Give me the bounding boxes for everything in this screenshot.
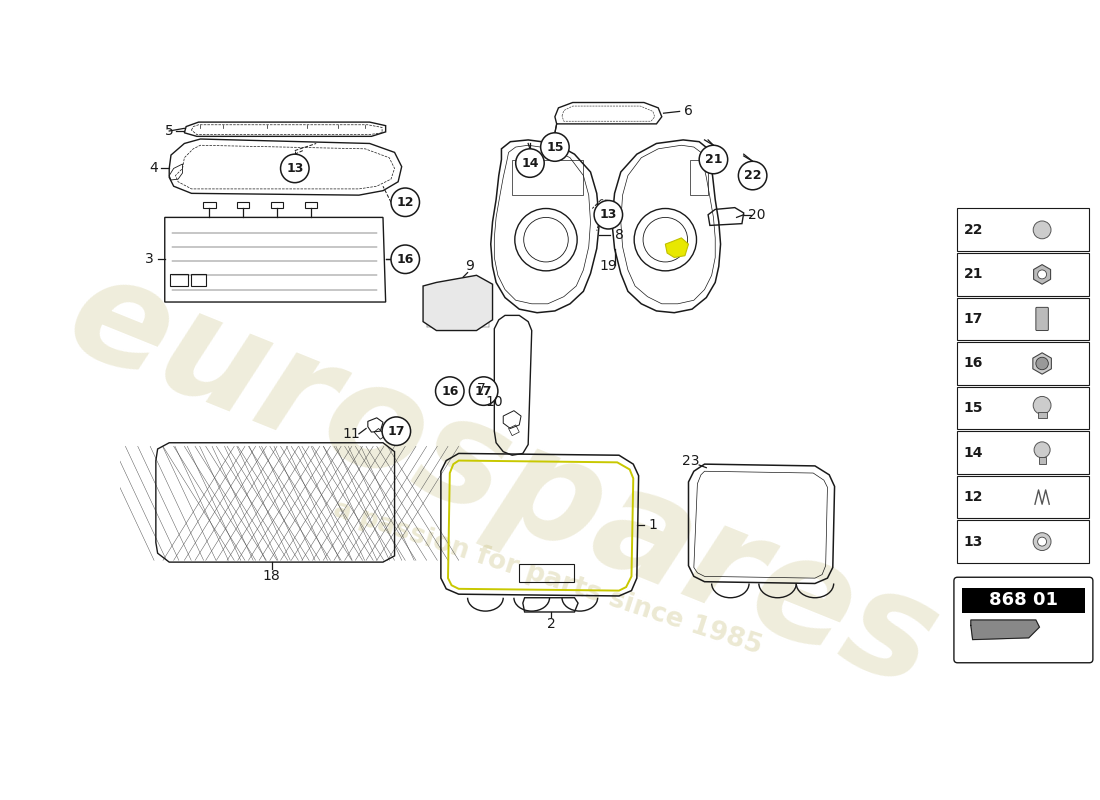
Circle shape: [738, 162, 767, 190]
Text: 6: 6: [684, 105, 693, 118]
Text: a passion for parts since 1985: a passion for parts since 1985: [330, 496, 766, 660]
FancyBboxPatch shape: [957, 253, 1089, 296]
Text: 17: 17: [475, 385, 493, 398]
FancyBboxPatch shape: [957, 520, 1089, 563]
Text: 8: 8: [615, 228, 624, 242]
FancyBboxPatch shape: [957, 431, 1089, 474]
Text: 13: 13: [964, 534, 983, 549]
Circle shape: [390, 188, 419, 217]
Circle shape: [540, 133, 569, 162]
Text: 22: 22: [744, 169, 761, 182]
Circle shape: [1033, 533, 1050, 550]
Circle shape: [1037, 270, 1046, 279]
Circle shape: [1037, 537, 1046, 546]
Circle shape: [382, 417, 410, 446]
Circle shape: [470, 377, 498, 406]
Text: 11: 11: [343, 427, 361, 441]
Circle shape: [436, 377, 464, 406]
Circle shape: [1034, 442, 1050, 458]
Text: 5: 5: [165, 124, 174, 138]
Text: 3: 3: [145, 252, 154, 266]
FancyBboxPatch shape: [957, 386, 1089, 430]
Text: 15: 15: [546, 141, 563, 154]
Text: 4: 4: [150, 162, 158, 175]
Text: 10: 10: [485, 394, 503, 409]
Text: 16: 16: [441, 385, 459, 398]
Text: 18: 18: [263, 570, 280, 583]
Text: 7: 7: [476, 382, 485, 396]
FancyBboxPatch shape: [1036, 307, 1048, 330]
Text: 16: 16: [397, 253, 414, 266]
Polygon shape: [666, 238, 689, 258]
FancyBboxPatch shape: [1037, 413, 1046, 418]
Text: 17: 17: [964, 312, 983, 326]
Text: 16: 16: [964, 357, 983, 370]
Text: 22: 22: [964, 223, 983, 237]
Polygon shape: [971, 620, 1040, 639]
Polygon shape: [424, 275, 493, 330]
Text: 23: 23: [682, 454, 698, 467]
Text: 19: 19: [600, 259, 617, 274]
Text: 15: 15: [964, 401, 983, 415]
Text: 14: 14: [964, 446, 983, 459]
Text: 21: 21: [705, 153, 723, 166]
Polygon shape: [1033, 353, 1052, 374]
Circle shape: [390, 245, 419, 274]
FancyBboxPatch shape: [957, 342, 1089, 385]
Text: 12: 12: [964, 490, 983, 504]
Text: 9: 9: [465, 259, 474, 274]
Circle shape: [1033, 221, 1050, 238]
Circle shape: [594, 201, 623, 229]
FancyBboxPatch shape: [961, 588, 1085, 613]
Text: 868 01: 868 01: [989, 591, 1058, 610]
FancyBboxPatch shape: [957, 476, 1089, 518]
Circle shape: [1036, 358, 1048, 370]
Circle shape: [700, 146, 728, 174]
FancyBboxPatch shape: [957, 298, 1089, 340]
Text: 12: 12: [396, 196, 414, 209]
FancyBboxPatch shape: [1038, 457, 1046, 464]
Text: 17: 17: [387, 425, 405, 438]
Text: 1: 1: [648, 518, 658, 532]
Text: 2: 2: [547, 618, 556, 631]
FancyBboxPatch shape: [954, 578, 1093, 662]
Text: 21: 21: [964, 267, 983, 282]
Polygon shape: [1034, 265, 1050, 284]
Text: 13: 13: [600, 208, 617, 222]
Text: 13: 13: [286, 162, 304, 175]
Circle shape: [1033, 397, 1050, 414]
FancyBboxPatch shape: [957, 209, 1089, 251]
Text: 14: 14: [521, 157, 539, 170]
Text: eurospares: eurospares: [50, 242, 957, 718]
Text: 20: 20: [748, 208, 766, 222]
Circle shape: [516, 149, 544, 178]
Circle shape: [280, 154, 309, 182]
